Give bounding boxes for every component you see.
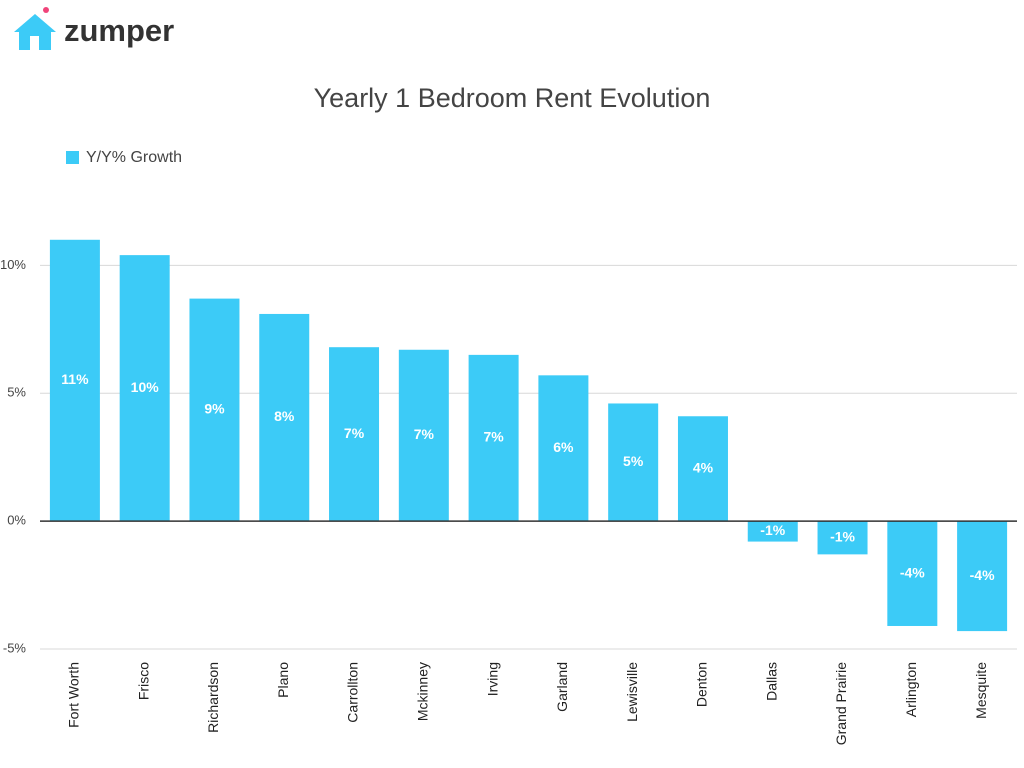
x-tick-label: Plano xyxy=(275,662,291,698)
bar xyxy=(49,239,100,522)
chart-title: Yearly 1 Bedroom Rent Evolution xyxy=(314,83,711,113)
logo-door xyxy=(30,36,39,50)
value-label: -4% xyxy=(970,567,995,583)
value-label: 10% xyxy=(131,379,160,395)
bar xyxy=(398,349,449,522)
value-label: -4% xyxy=(900,564,925,580)
x-tick-label: Frisco xyxy=(135,662,151,700)
logo-icon xyxy=(14,14,56,50)
x-tick-label: Richardson xyxy=(205,662,221,733)
bar xyxy=(747,521,798,542)
value-label: -1% xyxy=(760,522,785,538)
x-tick-label: Lewisville xyxy=(624,662,640,722)
bar xyxy=(329,347,380,522)
bar xyxy=(677,416,728,522)
value-label: 7% xyxy=(414,426,435,442)
x-tick-label: Grand Prairie xyxy=(833,662,849,745)
value-label: 5% xyxy=(623,453,644,469)
x-tick-label: Denton xyxy=(694,662,710,707)
bar xyxy=(608,403,659,522)
bar xyxy=(468,354,519,522)
y-tick-label: 10% xyxy=(0,257,26,272)
bar xyxy=(887,521,938,626)
bar xyxy=(957,521,1008,632)
value-label: -1% xyxy=(830,528,855,544)
value-label: 11% xyxy=(61,371,89,387)
logo-text: zumper xyxy=(64,13,174,48)
x-tick-label: Garland xyxy=(554,662,570,712)
value-label: 9% xyxy=(204,401,225,417)
value-label: 7% xyxy=(344,425,365,441)
x-tick-label: Carrollton xyxy=(345,662,361,723)
y-tick-label: 0% xyxy=(7,513,26,528)
x-tick-label: Irving xyxy=(484,662,500,696)
y-tick-label: 5% xyxy=(7,385,26,400)
bar xyxy=(189,298,240,522)
x-tick-label: Dallas xyxy=(763,662,779,701)
x-tick-label: Arlington xyxy=(903,662,919,717)
legend-label: Y/Y% Growth xyxy=(86,149,182,166)
logo: zumper xyxy=(14,7,174,50)
value-label: 7% xyxy=(483,429,504,445)
legend-swatch xyxy=(66,151,79,164)
bar xyxy=(259,313,310,522)
value-label: 4% xyxy=(693,459,714,475)
logo-heart xyxy=(43,7,49,13)
value-label: 8% xyxy=(274,408,295,424)
x-tick-label: Fort Worth xyxy=(66,662,82,728)
bar xyxy=(817,521,868,555)
bar xyxy=(538,375,589,522)
x-tick-label: Mesquite xyxy=(973,662,989,719)
y-tick-label: -5% xyxy=(3,640,27,655)
x-tick-label: Mckinney xyxy=(415,662,431,721)
value-label: 6% xyxy=(553,439,574,455)
bar xyxy=(119,255,170,522)
